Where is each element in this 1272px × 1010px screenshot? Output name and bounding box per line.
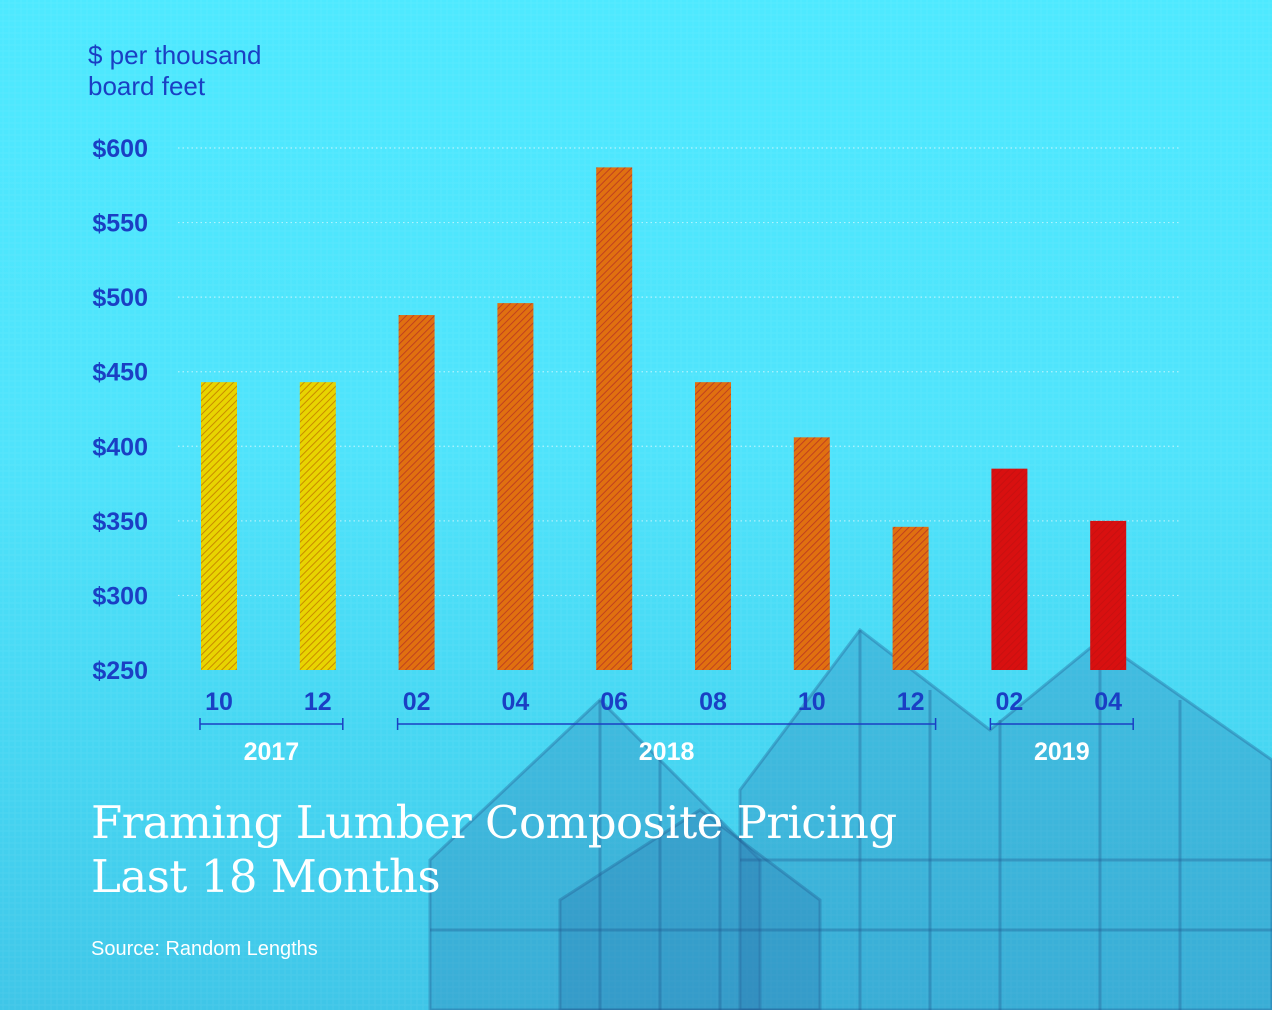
x-tick-label: 04 — [1094, 688, 1122, 716]
bar-4 — [596, 167, 633, 671]
year-label: 2018 — [639, 738, 695, 766]
y-axis-label: $ per thousand board feet — [88, 40, 261, 102]
x-tick-label: 10 — [798, 688, 826, 716]
bar-2 — [398, 315, 435, 670]
bar-3 — [497, 303, 534, 670]
y-tick-label: $450 — [92, 359, 148, 387]
year-label: 2019 — [1034, 738, 1090, 766]
y-tick-label: $600 — [92, 135, 148, 163]
y-tick-label: $400 — [92, 433, 148, 461]
x-tick-label: 04 — [501, 688, 529, 716]
y-tick-label: $500 — [92, 284, 148, 312]
year-label: 2017 — [244, 738, 300, 766]
chart-title-line-2: Last 18 Months — [91, 850, 441, 903]
bar-0 — [201, 382, 237, 670]
y-tick-label: $350 — [92, 508, 148, 536]
chart-title-line-1: Framing Lumber Composite Pricing — [91, 796, 897, 849]
x-tick-label: 10 — [205, 688, 233, 716]
chart-title: Framing Lumber Composite Pricing Last 18… — [91, 796, 897, 904]
bar-9 — [1090, 520, 1127, 670]
y-axis-label-line-2: board feet — [88, 71, 206, 101]
bar-6 — [793, 437, 830, 670]
x-tick-label: 06 — [600, 688, 628, 716]
x-tick-label: 12 — [304, 688, 332, 716]
bar-8 — [991, 468, 1028, 670]
x-tick-label: 02 — [403, 688, 431, 716]
x-tick-label: 02 — [995, 688, 1023, 716]
bar-5 — [695, 382, 731, 670]
y-axis-label-line-1: $ per thousand — [88, 40, 262, 70]
bar-1 — [299, 382, 336, 670]
y-tick-label: $250 — [92, 657, 148, 685]
x-tick-label: 08 — [699, 688, 727, 716]
y-tick-label: $550 — [92, 210, 148, 238]
x-tick-label: 12 — [897, 688, 925, 716]
source-note: Source: Random Lengths — [91, 938, 318, 960]
bar-7 — [892, 526, 929, 670]
y-tick-label: $300 — [92, 582, 148, 610]
